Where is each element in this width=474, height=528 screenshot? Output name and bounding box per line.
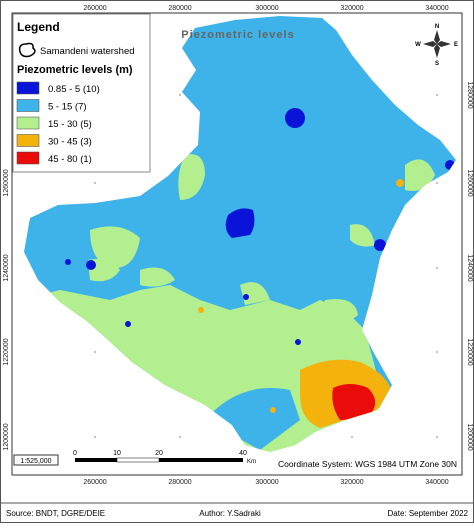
compass-w: W [415,42,421,48]
x-coord: 320000 [340,479,363,486]
scale-bar: 1:525,000 0 10 20 40 Km [13,450,256,466]
grid-dot [94,351,96,353]
map-title: Piezometric levels [181,29,294,41]
legend-swatch [16,151,40,165]
legend-label: 15 - 30 (5) [48,119,92,130]
y-coord: 1260000 [466,169,473,196]
scale-tick: 10 [113,450,121,457]
legend-label: 45 - 80 (1) [48,154,92,165]
x-coord: 340000 [425,479,448,486]
scale-tick: 0 [73,450,77,457]
footer-author: Author: Y.Sadraki [199,509,261,518]
y-coord: 1220000 [3,338,10,365]
x-coord: 300000 [255,5,278,12]
x-coord: 260000 [83,5,106,12]
compass-e: E [454,42,458,48]
grid-dot [179,94,181,96]
x-coord: 320000 [340,5,363,12]
grid-dot [436,351,438,353]
y-coord: 1280000 [466,81,473,108]
y-coord: 1260000 [3,169,10,196]
legend-swatch [16,116,40,130]
x-coord: 300000 [255,479,278,486]
legend-swatch [16,81,40,95]
x-coord: 260000 [83,479,106,486]
coordinate-system: Coordinate System: WGS 1984 UTM Zone 30N [278,459,457,469]
footer-source: Source: BNDT, DGRE/DEIE [6,509,105,518]
compass: N S E W [415,24,458,67]
scale-tick: 20 [155,450,163,457]
grid-dot [179,436,181,438]
legend-watershed: Samandeni watershed [40,46,135,57]
x-coord: 280000 [168,5,191,12]
grid-dot [436,436,438,438]
grid-dot [351,436,353,438]
footer-date: Date: September 2022 [388,509,469,518]
compass-n: N [435,24,439,30]
compass-s: S [435,61,439,67]
legend-swatch [16,134,40,147]
legend-title: Legend [17,20,60,34]
y-coord: 1200000 [466,423,473,450]
x-coord: 340000 [425,5,448,12]
grid-dot [436,182,438,184]
grid-dot [436,267,438,269]
y-coord: 1240000 [466,254,473,281]
y-coord: 1200000 [3,423,10,450]
watershed-symbol [18,42,36,58]
legend: Legend Samandeni watershed Piezometric l… [12,13,151,173]
y-coord: 1240000 [3,254,10,281]
legend-label: 5 - 15 (7) [48,102,87,113]
scale-tick: 40 [239,450,247,457]
legend-subtitle: Piezometric levels (m) [17,64,133,76]
grid-dot [94,436,96,438]
legend-label: 30 - 45 (3) [48,137,92,148]
y-coord: 1220000 [466,338,473,365]
coordinate-labels: 260000 280000 300000 320000 340000 26000… [3,5,473,486]
grid-dot [94,182,96,184]
grid-dot [436,94,438,96]
legend-swatch [16,99,40,112]
scale-unit: Km [247,459,256,465]
legend-label: 0.85 - 5 (10) [48,84,100,95]
scale-ratio: 1:525,000 [20,458,51,465]
x-coord: 280000 [168,479,191,486]
